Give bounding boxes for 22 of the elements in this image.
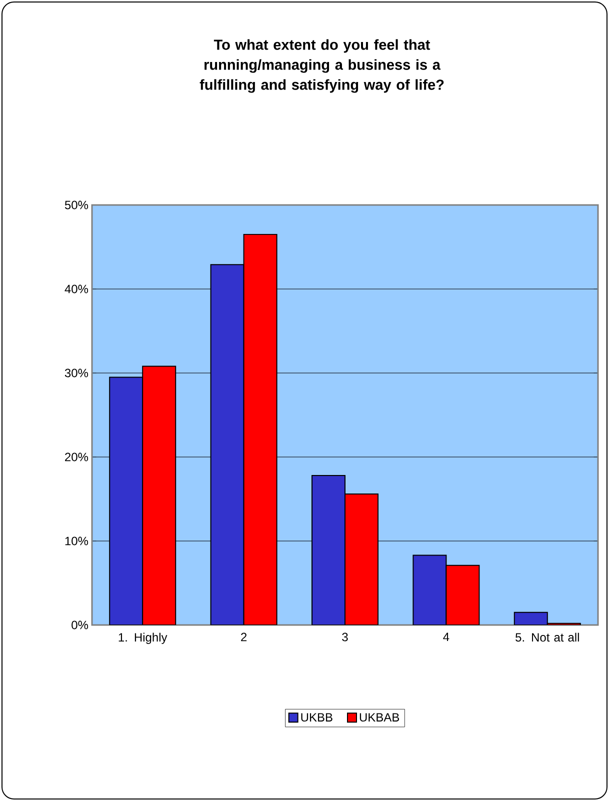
bar: [142, 366, 176, 625]
x-tick-label: 2: [241, 632, 247, 642]
bar: [446, 564, 480, 625]
y-tick-label: 20%: [65, 452, 88, 462]
bar: [344, 493, 378, 625]
chart-title: To what extent do you feel that running/managing a business is a fulfilling and satisfying way of life?: [200, 39, 444, 93]
y-tick-label: 50%: [64, 200, 88, 210]
x-tick-label: 3: [342, 632, 348, 642]
legend-label: UKBAB: [360, 713, 400, 722]
y-tick-label: 10%: [65, 536, 88, 546]
y-tick-label: 0%: [72, 620, 88, 630]
bar: [311, 474, 346, 625]
x-tick-label: 1. Highly: [118, 632, 168, 644]
bar: [109, 376, 144, 625]
x-tick-label: 4: [443, 632, 450, 642]
x-tick-label: 5. Not at all: [516, 632, 579, 642]
legend-label: UKBB: [301, 713, 332, 722]
y-tick-label: 30%: [64, 368, 88, 378]
bar: [244, 234, 277, 625]
bar: [412, 554, 447, 625]
bar: [210, 264, 244, 625]
y-tick-label: 40%: [64, 284, 88, 294]
